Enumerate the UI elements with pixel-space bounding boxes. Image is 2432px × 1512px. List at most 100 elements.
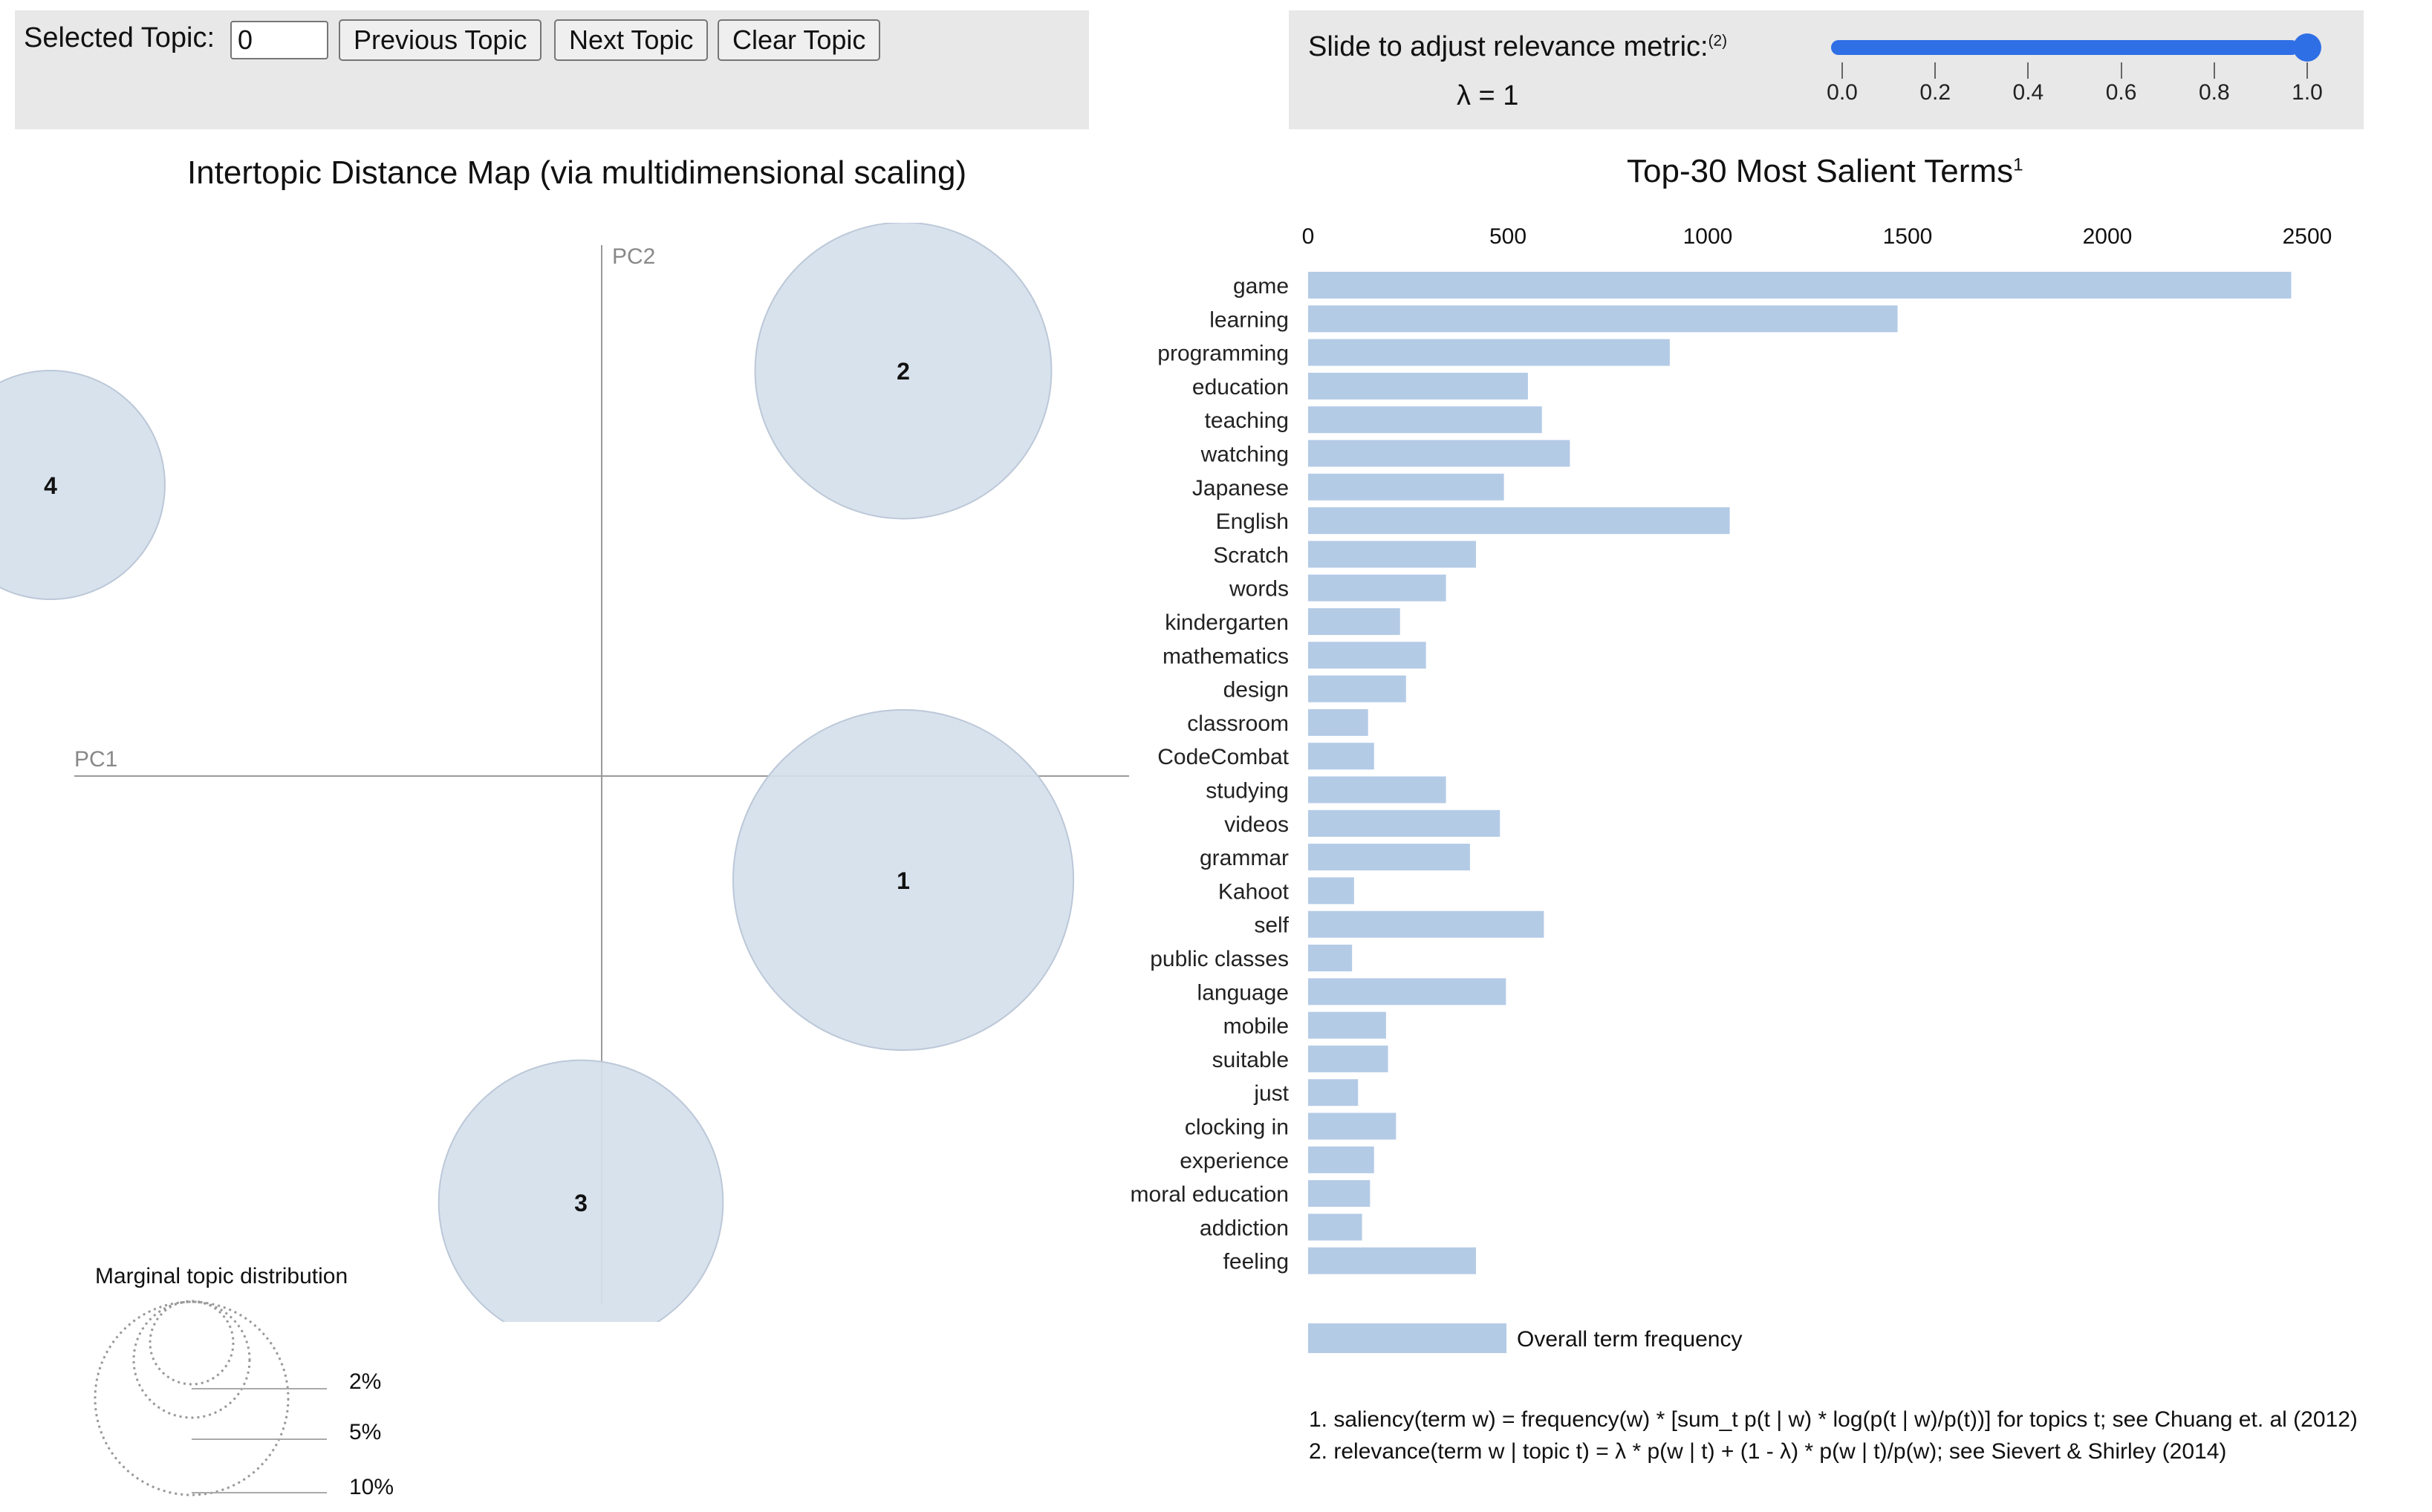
topic-bubble-4[interactable] [0, 370, 166, 600]
term-label[interactable]: Japanese [1192, 476, 1289, 501]
term-bar[interactable] [1308, 473, 1504, 501]
slider-tick-label: 0.0 [1827, 80, 1858, 105]
term-label[interactable]: design [1223, 678, 1289, 703]
footnote-saliency: 1. saliency(term w) = frequency(w) * [su… [1309, 1407, 2358, 1432]
term-label[interactable]: language [1197, 980, 1289, 1005]
next-topic-button[interactable]: Next Topic [554, 19, 709, 61]
previous-topic-button[interactable]: Previous Topic [339, 19, 542, 61]
term-bar[interactable] [1308, 1112, 1397, 1140]
term-bar[interactable] [1308, 272, 2292, 299]
term-bar[interactable] [1308, 1146, 1374, 1173]
bar-rows: game learning programming education teaching… [1131, 272, 2292, 1274]
term-bar[interactable] [1308, 574, 1446, 602]
bar-axis-tick: 1000 [1683, 224, 1733, 249]
term-bar[interactable] [1308, 743, 1374, 770]
term-bar[interactable] [1308, 1247, 1476, 1274]
legend-title: Marginal topic distribution [95, 1264, 348, 1288]
slider-tick-label: 0.2 [1919, 80, 1951, 105]
term-label[interactable]: public classes [1150, 947, 1289, 971]
term-label[interactable]: Scratch [1213, 543, 1289, 567]
footnote-relevance: 2. relevance(term w | topic t) = λ * p(w… [1309, 1439, 2227, 1464]
term-label[interactable]: suitable [1212, 1048, 1289, 1072]
term-bar[interactable] [1308, 507, 1730, 535]
term-bar[interactable] [1308, 372, 1528, 400]
term-label[interactable]: addiction [1200, 1216, 1289, 1240]
salient-terms-title: Top-30 Most Salient Terms1 [1627, 153, 2023, 190]
pc2-axis-label: PC2 [612, 244, 655, 269]
salient-terms-title-note: 1 [2013, 154, 2023, 175]
term-bar[interactable] [1308, 406, 1542, 434]
topic-bubble-label: 1 [897, 867, 910, 894]
term-label[interactable]: moral education [1131, 1182, 1289, 1207]
term-bar[interactable] [1308, 945, 1353, 971]
term-bar[interactable] [1308, 1045, 1388, 1072]
term-bar[interactable] [1308, 776, 1446, 804]
slider-label: Slide to adjust relevance metric:(2) [1308, 31, 1727, 63]
bar-axis-tick: 0 [1302, 224, 1315, 249]
overall-frequency-legend-swatch [1308, 1323, 1506, 1353]
term-bar[interactable] [1308, 1213, 1362, 1241]
term-label[interactable]: words [1229, 577, 1289, 602]
bar-axis-tick: 2000 [2083, 224, 2133, 249]
intertopic-map-title: Intertopic Distance Map (via multidimens… [187, 154, 967, 191]
marginal-topic-distribution-legend: Marginal topic distribution 2% 5% 10% [94, 1264, 394, 1499]
bar-axis-tick: 2500 [2283, 224, 2332, 249]
term-label[interactable]: game [1233, 274, 1289, 299]
term-label[interactable]: Kahoot [1218, 879, 1290, 904]
term-bar[interactable] [1308, 541, 1476, 568]
term-bar[interactable] [1308, 642, 1426, 669]
term-bar[interactable] [1308, 910, 1544, 938]
term-label[interactable]: teaching [1205, 408, 1289, 433]
term-label[interactable]: classroom [1187, 711, 1289, 736]
term-label[interactable]: learning [1209, 307, 1289, 332]
term-label[interactable]: grammar [1200, 846, 1289, 870]
term-label[interactable]: studying [1206, 779, 1289, 804]
term-label[interactable]: education [1192, 375, 1289, 400]
term-label[interactable]: experience [1180, 1149, 1289, 1173]
term-label[interactable]: mathematics [1163, 644, 1289, 668]
legend-label-5pct: 5% [349, 1420, 381, 1444]
term-label[interactable]: CodeCombat [1157, 745, 1289, 769]
term-label[interactable]: feeling [1223, 1250, 1289, 1274]
legend-label-2pct: 2% [349, 1369, 381, 1394]
topic-bubble-3[interactable] [438, 1059, 724, 1322]
salient-terms-bar-chart: 0 500 1000 1500 2000 2500 game learning program… [1131, 224, 2332, 1353]
term-bar[interactable] [1308, 809, 1501, 837]
term-bar[interactable] [1308, 708, 1368, 736]
slider-tick-label: 1.0 [2292, 80, 2323, 105]
slider-tick-label: 0.6 [2105, 80, 2137, 105]
term-bar[interactable] [1308, 675, 1406, 703]
term-label[interactable]: videos [1224, 812, 1289, 837]
term-label[interactable]: kindergarten [1165, 610, 1289, 635]
term-bar[interactable] [1308, 339, 1670, 366]
term-bar[interactable] [1308, 877, 1354, 905]
term-bar[interactable] [1308, 978, 1506, 1006]
legend-circle-2pct [149, 1300, 235, 1386]
term-label[interactable]: English [1216, 509, 1289, 534]
term-bar[interactable] [1308, 1011, 1386, 1039]
pc1-axis-label: PC1 [74, 747, 117, 772]
selected-topic-input[interactable] [230, 21, 328, 59]
term-label[interactable]: clocking in [1185, 1115, 1289, 1140]
term-bar[interactable] [1308, 844, 1470, 871]
topic-bubble-label: 2 [897, 358, 910, 385]
bar-x-axis: 0 500 1000 1500 2000 2500 [1302, 224, 2332, 249]
term-bar[interactable] [1308, 440, 1570, 467]
term-label[interactable]: mobile [1223, 1014, 1289, 1039]
topic-bubble-2[interactable] [754, 223, 1053, 520]
term-label[interactable]: programming [1157, 342, 1289, 366]
slider-tick-label: 0.4 [2012, 80, 2044, 105]
term-bar[interactable] [1308, 305, 1898, 333]
bar-axis-tick: 500 [1489, 224, 1526, 249]
term-label[interactable]: self [1254, 913, 1289, 938]
term-bar[interactable] [1308, 1079, 1359, 1107]
relevance-slider-handle[interactable] [2293, 33, 2321, 62]
term-label[interactable]: just [1253, 1081, 1289, 1106]
term-bar[interactable] [1308, 608, 1400, 635]
relevance-slider-track[interactable] [1831, 40, 2299, 55]
term-bar[interactable] [1308, 1180, 1371, 1208]
slider-label-note: (2) [1708, 32, 1728, 50]
term-label[interactable]: watching [1200, 443, 1289, 467]
clear-topic-button[interactable]: Clear Topic [718, 19, 881, 61]
topic-bubble-1[interactable] [732, 708, 1075, 1052]
